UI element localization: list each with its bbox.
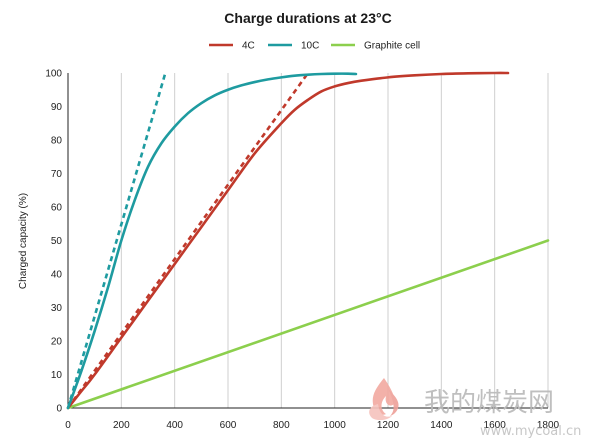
grid <box>120 73 549 408</box>
legend: 4C 10C Graphite cell <box>209 41 420 52</box>
trend-line-10c <box>66 72 167 409</box>
y-tick-label-30: 30 <box>51 303 63 314</box>
y-tick-label-50: 50 <box>51 236 63 247</box>
series-line-graphite-cell <box>66 239 550 410</box>
tick-labels: 0 200 400 600 800 1000 1200 1400 1600 1800 0 10 20 30… <box>45 69 559 432</box>
x-tick-label-1800: 1800 <box>537 420 560 431</box>
legend-item-10c: 10C <box>268 41 319 52</box>
legend-label: 4C <box>242 41 255 52</box>
y-tick-label-80: 80 <box>51 136 63 147</box>
x-tick-label-0: 0 <box>65 420 71 431</box>
x-tick-label-1000: 1000 <box>324 420 347 431</box>
series-line-10c <box>66 72 358 410</box>
legend-label: Graphite cell <box>364 41 420 52</box>
legend-label: 10C <box>301 41 319 52</box>
axes <box>67 73 548 409</box>
x-tick-label-1200: 1200 <box>377 420 400 431</box>
y-tick-label-40: 40 <box>51 270 63 281</box>
legend-item-graphite-cell: Graphite cell <box>331 41 420 52</box>
x-tick-label-600: 600 <box>220 420 237 431</box>
x-tick-label-400: 400 <box>166 420 183 431</box>
y-tick-label-10: 10 <box>51 370 63 381</box>
x-tick-label-800: 800 <box>273 420 290 431</box>
trend-lines <box>66 72 310 409</box>
legend-item-4c: 4C <box>209 41 255 52</box>
x-tick-label-1400: 1400 <box>430 420 453 431</box>
y-axis-label: Charged capacity (%) <box>18 193 29 289</box>
chart-title: Charge durations at 23°C <box>224 10 391 26</box>
y-tick-label-60: 60 <box>51 203 63 214</box>
watermark: 我的煤炭网 www.mycoal.cn <box>369 378 581 439</box>
y-tick-label-20: 20 <box>51 337 63 348</box>
flame-logo-icon <box>369 378 399 421</box>
x-tick-label-200: 200 <box>113 420 130 431</box>
watermark-text: 我的煤炭网 <box>424 388 554 418</box>
trend-line-4c <box>66 72 310 409</box>
y-tick-label-0: 0 <box>56 404 62 415</box>
series-line-4c <box>66 71 510 410</box>
y-tick-label-100: 100 <box>45 69 62 80</box>
x-tick-label-1600: 1600 <box>484 420 507 431</box>
series-lines <box>66 71 550 410</box>
y-tick-label-70: 70 <box>51 169 63 180</box>
watermark-url: www.mycoal.cn <box>480 424 581 439</box>
y-tick-label-90: 90 <box>51 102 63 113</box>
